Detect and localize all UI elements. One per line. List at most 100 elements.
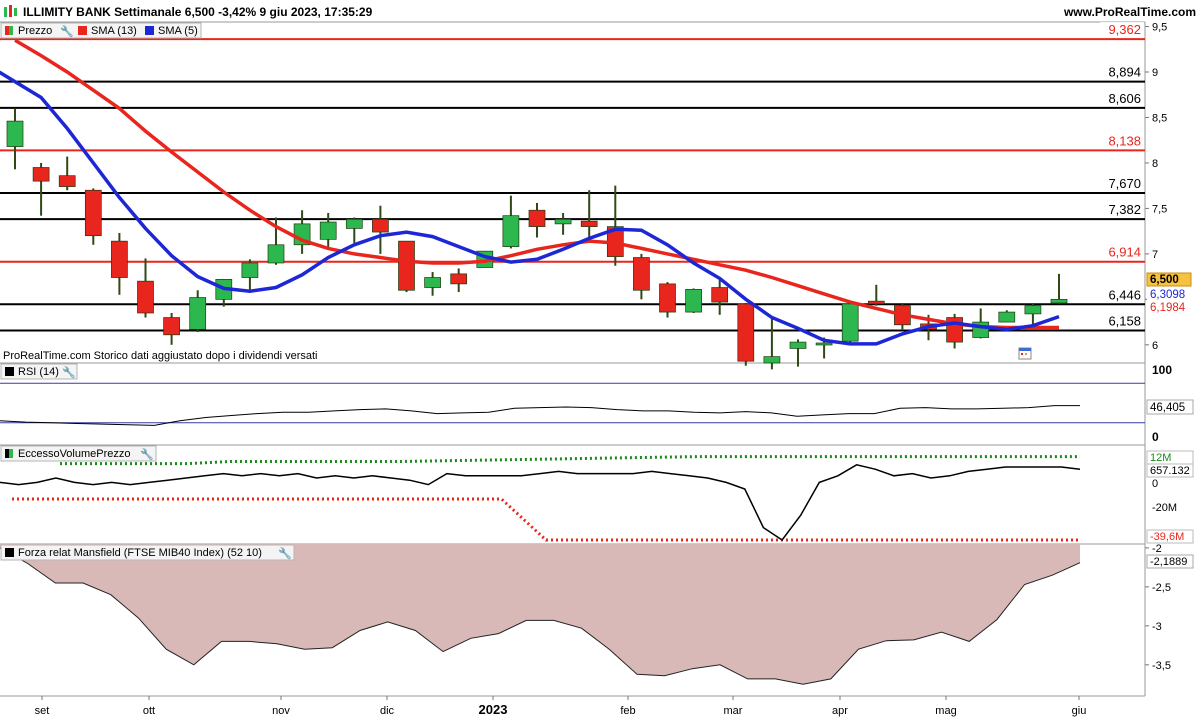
y-tick-label: 6 (1152, 340, 1158, 352)
footnote: ProRealTime.com Storico dati aggiustato … (3, 350, 317, 362)
candle-down (580, 220, 598, 227)
candle-down (737, 303, 755, 362)
legend-rsi: RSI (14) (18, 366, 59, 378)
candle-down (372, 218, 389, 233)
mansfield-tick-label: -3,5 (1152, 660, 1171, 672)
candle-up (789, 341, 807, 349)
rsi-tick-label: 100 (1152, 363, 1172, 377)
x-tick-label: nov (272, 705, 290, 717)
x-tick-label: feb (620, 705, 635, 717)
candle-down (633, 257, 650, 291)
y-axis-area (1145, 0, 1200, 720)
wrench-icon[interactable]: 🔧 (60, 24, 74, 38)
level-label: 6,914 (1108, 245, 1141, 260)
legend-volume: EccessoVolumePrezzo (18, 448, 131, 460)
rsi-tick-label: 0 (1152, 430, 1159, 444)
x-tick-label: mar (724, 705, 743, 717)
mansfield-line (0, 547, 1081, 685)
candle-up (815, 342, 833, 346)
mansfield-tick-label: -2 (1152, 543, 1162, 555)
candle-down (398, 240, 415, 291)
x-tick-label: 2023 (479, 702, 508, 717)
candle-up (319, 221, 337, 240)
candle-down (111, 240, 128, 278)
app-icon (4, 5, 17, 17)
sma5-legend-swatch (145, 26, 154, 35)
candle-up (998, 311, 1016, 323)
value-tag-sma13: 6,1984 (1150, 302, 1186, 314)
sma13-legend-swatch (78, 26, 87, 35)
wrench-icon[interactable]: 🔧 (62, 365, 76, 379)
y-tick-label: 8,5 (1152, 112, 1167, 124)
volume-legend[interactable]: EccessoVolumePrezzo 🔧 (0, 445, 157, 462)
value-tag-price: 6,500 (1150, 274, 1179, 286)
candle-up (1024, 305, 1042, 315)
candle-down (58, 175, 76, 187)
x-tick-label: giu (1072, 705, 1087, 717)
level-label: 7,670 (1108, 176, 1141, 191)
mansfield-area (0, 544, 1080, 685)
candle-up (6, 120, 24, 147)
volume-tick-label: -20M (1152, 502, 1177, 514)
level-label-bg (1100, 90, 1144, 106)
x-tick-label: apr (832, 705, 848, 717)
calendar-icon[interactable] (1018, 347, 1032, 360)
rsi-line (0, 405, 1080, 426)
header-bar (0, 2, 1200, 22)
y-tick-label: 8 (1152, 158, 1158, 170)
mansfield-legend[interactable]: Forza relat Mansfield (FTSE MIB40 Index)… (0, 544, 295, 561)
level-label: 7,382 (1108, 202, 1141, 217)
candle-down (137, 280, 154, 314)
value-tag-bg (1147, 301, 1191, 314)
candle-down (32, 167, 50, 182)
volume-lower-band (12, 497, 1080, 542)
candle-up (1050, 298, 1068, 304)
candle-down (163, 317, 180, 336)
candle-up (685, 288, 702, 313)
candle-down (659, 283, 676, 313)
level-label-bg (1100, 244, 1144, 260)
candle-down (450, 273, 468, 285)
price-legend[interactable]: Prezzo 🔧 SMA (13) SMA (5) (0, 22, 202, 39)
candle-up (841, 303, 859, 342)
mansfield-value-tag: -2,1889 (1150, 556, 1187, 568)
volume-upper-band (60, 455, 1080, 466)
candle-up (241, 262, 259, 278)
candle-up (424, 277, 441, 288)
rsi-value-tag: 46,405 (1150, 402, 1185, 414)
candle-down (867, 300, 885, 305)
level-label-bg (1100, 287, 1144, 303)
volume-tag: 12M (1150, 452, 1171, 464)
candle-up (345, 218, 363, 229)
volume-tag: -39,6M (1150, 531, 1184, 543)
prezzo-legend-swatch (5, 26, 9, 35)
level-label: 8,138 (1108, 133, 1141, 148)
rsi-legend[interactable]: RSI (14) 🔧 (0, 363, 78, 380)
volume-tick-label: 0 (1152, 478, 1158, 490)
level-label: 6,446 (1108, 287, 1141, 302)
sma5-line (0, 70, 1060, 346)
level-label: 8,894 (1108, 65, 1141, 80)
legend-prezzo: Prezzo (18, 25, 52, 37)
y-tick-label: 7,5 (1152, 203, 1167, 215)
candle-up (763, 356, 781, 364)
y-tick-label: 7 (1152, 249, 1158, 261)
wrench-icon[interactable]: 🔧 (140, 447, 154, 461)
prezzo-legend-swatch-up (9, 26, 13, 35)
x-tick-label: ott (143, 705, 155, 717)
volume-excess-line (0, 464, 1081, 542)
x-tick-label: mag (935, 705, 956, 717)
level-label: 8,606 (1108, 91, 1141, 106)
volume-tag-bg (1146, 529, 1194, 544)
candle-up (189, 297, 207, 330)
mansfield-tick-label: -2,5 (1152, 582, 1171, 594)
wrench-icon[interactable]: 🔧 (278, 546, 292, 560)
legend-sma13: SMA (13) (91, 25, 137, 37)
level-label-bg (1100, 133, 1144, 149)
candle-down (84, 189, 102, 237)
x-tick-label: dic (380, 705, 395, 717)
value-tag-bg (1146, 272, 1192, 287)
sma13-line (14, 38, 1059, 330)
mansfield-tag-bg (1146, 554, 1194, 569)
